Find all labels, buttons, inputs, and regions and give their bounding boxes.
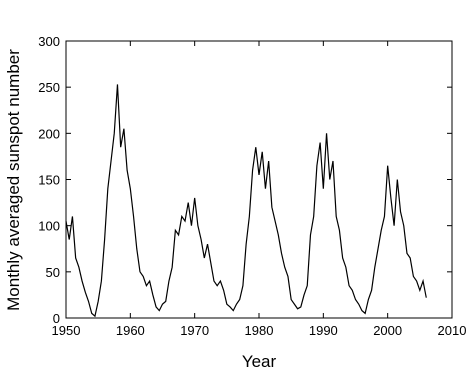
x-tick-label: 1970 xyxy=(180,323,209,338)
x-axis-label: Year xyxy=(242,352,277,371)
y-tick-label: 250 xyxy=(38,80,60,95)
y-tick-label: 200 xyxy=(38,126,60,141)
y-tick-label: 300 xyxy=(38,34,60,49)
data-line xyxy=(65,84,427,318)
y-tick-label: 100 xyxy=(38,219,60,234)
y-tick-label: 50 xyxy=(46,265,60,280)
x-tick-label: 1990 xyxy=(309,323,338,338)
x-tick-label: 1960 xyxy=(116,323,145,338)
x-tick-label: 2010 xyxy=(438,323,467,338)
plot-frame xyxy=(65,40,453,319)
y-tick-label: 0 xyxy=(53,311,60,326)
x-tick-label: 2000 xyxy=(373,323,402,338)
x-tick-label: 1980 xyxy=(245,323,274,338)
y-tick-label: 150 xyxy=(38,173,60,188)
x-tick-label: 1950 xyxy=(52,323,81,338)
y-axis-label: Monthly averaged sunspot number xyxy=(4,49,23,311)
